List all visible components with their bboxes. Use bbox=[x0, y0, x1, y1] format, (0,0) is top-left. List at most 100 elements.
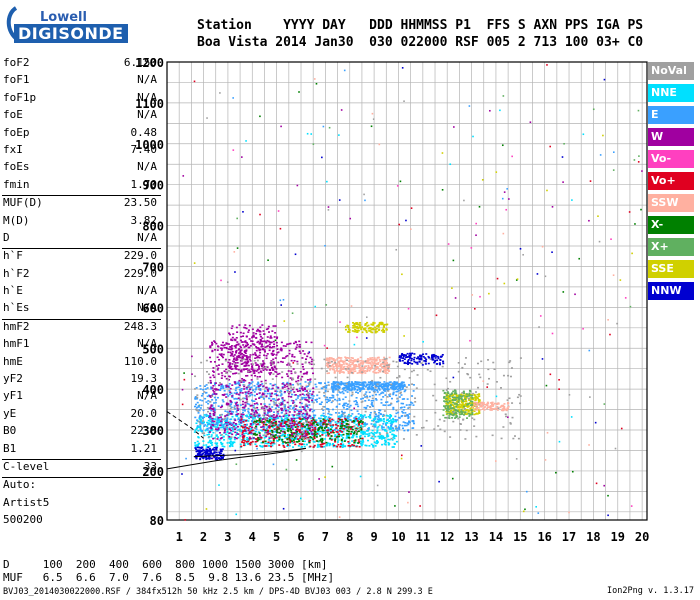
echo-point bbox=[220, 437, 223, 439]
echo-point bbox=[243, 436, 246, 438]
echo-point bbox=[363, 328, 366, 331]
echo-point bbox=[375, 359, 378, 362]
echo-point bbox=[197, 406, 200, 408]
echo-point bbox=[424, 357, 427, 359]
echo-point bbox=[373, 390, 376, 392]
echo-point bbox=[354, 420, 357, 422]
echo-point bbox=[458, 398, 461, 400]
echo-point bbox=[216, 416, 219, 418]
echo-point bbox=[327, 412, 330, 415]
echo-point bbox=[369, 414, 372, 416]
echo-point bbox=[384, 323, 387, 326]
echo-point bbox=[303, 406, 306, 409]
echo-point bbox=[259, 335, 262, 338]
echo-point bbox=[384, 443, 387, 446]
echo-point bbox=[193, 431, 196, 433]
echo-point bbox=[330, 420, 333, 423]
echo-point bbox=[260, 403, 263, 405]
noise-point bbox=[612, 169, 615, 171]
echo-point bbox=[322, 409, 325, 412]
echo-point bbox=[464, 394, 467, 397]
noise-point bbox=[328, 126, 331, 129]
echo-point bbox=[204, 424, 207, 426]
echo-point bbox=[194, 396, 197, 398]
echo-point bbox=[246, 357, 249, 360]
echo-point bbox=[336, 357, 339, 360]
echo-point bbox=[214, 349, 217, 351]
echo-point bbox=[268, 411, 271, 413]
echo-point bbox=[346, 324, 349, 327]
echo-point bbox=[257, 437, 260, 439]
echo-point bbox=[273, 420, 276, 423]
echo-point bbox=[216, 349, 219, 351]
echo-point bbox=[369, 383, 372, 386]
echo-point bbox=[290, 419, 293, 421]
x-tick-label: 16 bbox=[537, 530, 551, 544]
echo-point bbox=[297, 432, 300, 435]
echo-point bbox=[246, 388, 249, 390]
echo-point bbox=[237, 433, 240, 435]
echo-point bbox=[384, 440, 387, 442]
echo-point bbox=[298, 440, 301, 442]
noise-point bbox=[545, 384, 548, 387]
echo-point bbox=[281, 443, 284, 445]
echo-point bbox=[363, 435, 366, 438]
echo-point bbox=[293, 424, 296, 426]
echo-point bbox=[308, 424, 311, 426]
echo-point bbox=[200, 404, 203, 407]
echo-point bbox=[274, 422, 277, 424]
echo-point bbox=[331, 418, 334, 421]
noise-point bbox=[185, 457, 187, 460]
echo-point bbox=[205, 415, 208, 418]
echo-point bbox=[305, 393, 308, 396]
echo-point bbox=[374, 435, 377, 438]
echo-point bbox=[267, 411, 270, 413]
echo-point bbox=[230, 401, 233, 403]
echo-point bbox=[325, 384, 328, 387]
echo-point bbox=[310, 423, 313, 425]
echo-point bbox=[384, 372, 387, 374]
echo-point bbox=[366, 368, 369, 371]
echo-point bbox=[239, 345, 242, 348]
echo-point bbox=[245, 401, 248, 404]
echo-point bbox=[255, 410, 258, 413]
noise-point bbox=[325, 304, 328, 306]
noise-point bbox=[441, 152, 444, 154]
echo-point bbox=[323, 445, 326, 448]
echo-point bbox=[289, 434, 292, 437]
echo-point bbox=[364, 327, 367, 329]
echo-point bbox=[267, 340, 270, 343]
y-tick-label: 1100 bbox=[135, 97, 164, 111]
echo-point bbox=[335, 363, 338, 366]
echo-point bbox=[200, 419, 203, 422]
echo-point bbox=[319, 423, 322, 426]
noise-point bbox=[308, 351, 311, 353]
echo-point bbox=[294, 431, 297, 433]
echo-point bbox=[255, 420, 258, 422]
echo-point bbox=[207, 446, 210, 449]
echo-point bbox=[406, 414, 409, 417]
echo-point bbox=[473, 394, 476, 397]
echo-point bbox=[372, 364, 375, 366]
echo-point bbox=[243, 407, 246, 409]
echo-point bbox=[291, 427, 294, 429]
echo-point bbox=[371, 404, 374, 406]
noise-point bbox=[612, 274, 615, 277]
echo-point bbox=[378, 435, 381, 437]
echo-point bbox=[269, 362, 272, 364]
noise-point bbox=[181, 403, 184, 406]
echo-point bbox=[337, 365, 340, 368]
echo-point bbox=[219, 347, 222, 349]
echo-point bbox=[209, 420, 212, 422]
noise-point bbox=[470, 247, 473, 249]
echo-point bbox=[372, 327, 375, 330]
echo-point bbox=[455, 415, 458, 417]
echo-point bbox=[345, 424, 348, 426]
echo-point bbox=[303, 353, 306, 355]
noise-point bbox=[482, 380, 485, 382]
echo-point bbox=[306, 412, 309, 415]
echo-point bbox=[239, 391, 242, 394]
echo-point bbox=[381, 386, 384, 389]
echo-point bbox=[245, 375, 248, 377]
